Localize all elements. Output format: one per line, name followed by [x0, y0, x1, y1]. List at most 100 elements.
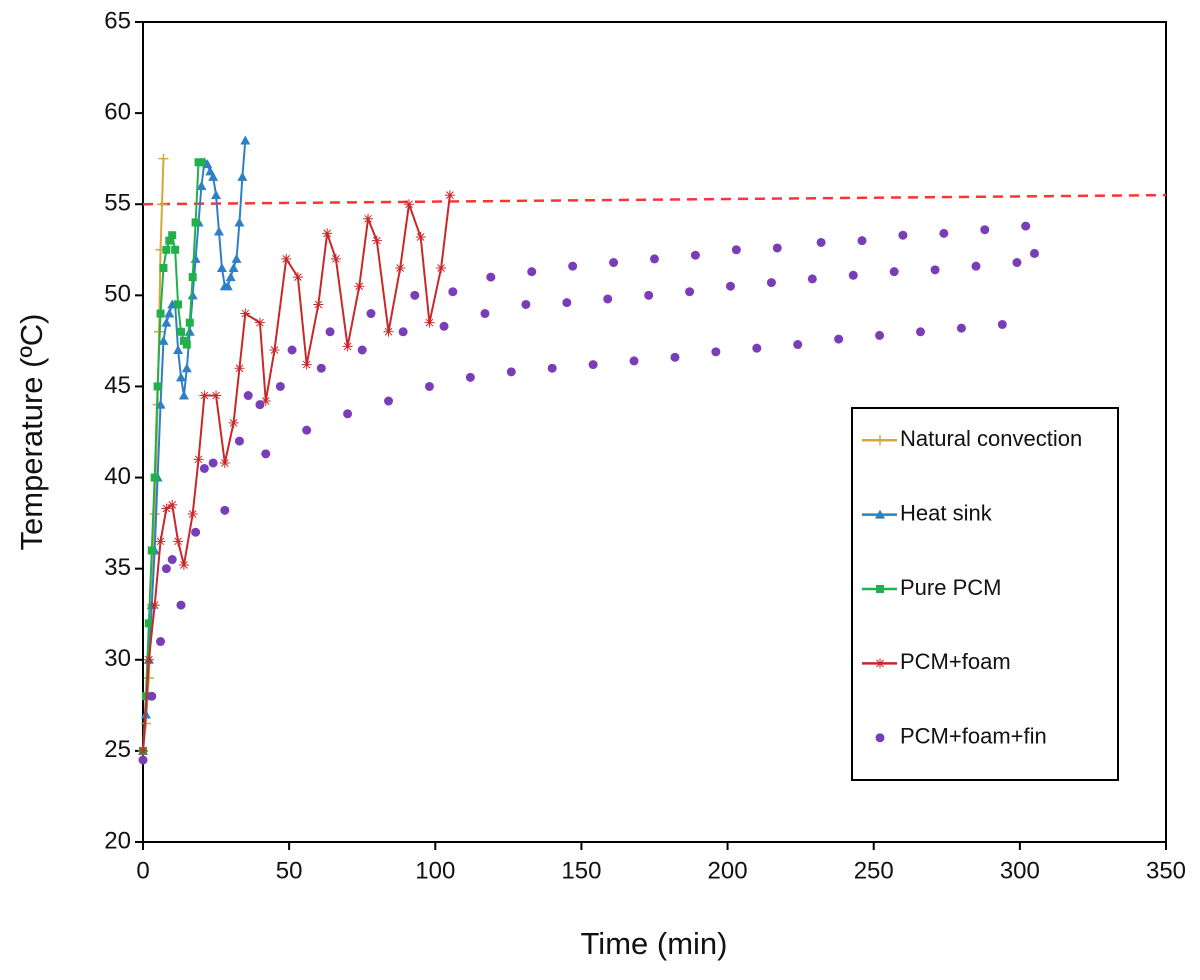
point: [187, 509, 198, 519]
point: [506, 367, 516, 377]
point: [219, 457, 230, 468]
y-tick-label: 20: [104, 827, 131, 854]
point: [322, 228, 333, 239]
point: [191, 218, 200, 227]
point: [181, 363, 192, 373]
point: [354, 281, 365, 292]
point: [465, 372, 475, 382]
point: [383, 326, 394, 337]
point: [213, 226, 224, 236]
point: [731, 245, 741, 255]
point: [588, 360, 598, 370]
point: [234, 363, 245, 374]
point: [313, 299, 324, 310]
legend-marker: [875, 435, 885, 446]
point: [161, 503, 172, 514]
y-tick-label: 25: [104, 736, 131, 763]
point: [254, 317, 265, 328]
point: [144, 619, 153, 628]
point: [156, 309, 165, 318]
point: [670, 352, 680, 362]
y-tick-label: 55: [104, 190, 131, 217]
point: [395, 263, 406, 273]
point: [439, 321, 449, 331]
point: [342, 341, 353, 352]
point: [255, 400, 265, 410]
point: [208, 458, 218, 468]
point: [1012, 258, 1022, 268]
point: [161, 564, 171, 574]
series: [139, 158, 206, 755]
point: [848, 270, 858, 280]
y-tick-label: 30: [104, 645, 131, 672]
point: [143, 654, 154, 665]
point: [816, 237, 826, 247]
point: [208, 171, 219, 181]
point: [228, 263, 239, 272]
point: [190, 253, 201, 263]
point: [424, 317, 435, 328]
x-tick-label: 50: [276, 857, 303, 884]
point: [173, 345, 184, 354]
legend-marker: [875, 509, 885, 519]
x-tick-label: 350: [1146, 857, 1186, 884]
point: [725, 281, 735, 291]
y-tick-label: 40: [104, 463, 131, 490]
plot-area: [142, 21, 1167, 843]
point: [366, 309, 376, 319]
point: [444, 190, 455, 201]
point: [898, 230, 908, 240]
reference-line: [142, 193, 1167, 206]
point: [147, 691, 157, 701]
y-tick-label: 35: [104, 554, 131, 581]
point: [547, 363, 557, 373]
point: [772, 243, 782, 253]
x-tick-label: 0: [136, 857, 149, 884]
point: [234, 217, 245, 227]
series-line: [142, 194, 451, 751]
point: [301, 359, 312, 370]
point: [275, 381, 285, 391]
point: [155, 399, 166, 409]
point: [174, 300, 183, 309]
point: [240, 135, 251, 145]
point: [939, 228, 949, 238]
legend-label: Natural convection: [900, 426, 1082, 451]
x-tick-label: 250: [854, 857, 894, 884]
point: [199, 390, 210, 401]
point: [260, 396, 271, 407]
point: [325, 327, 335, 337]
point: [193, 454, 204, 465]
legend-marker: [876, 585, 884, 593]
point: [188, 273, 197, 282]
point: [403, 199, 414, 210]
legend-label: PCM+foam+fin: [900, 724, 1047, 749]
point: [480, 309, 490, 319]
point: [711, 347, 721, 357]
point: [915, 327, 925, 337]
point: [766, 278, 776, 288]
point: [521, 299, 531, 309]
legend-box: [851, 407, 1119, 781]
point: [220, 505, 230, 515]
y-axis-title: Temperature (ºC): [14, 314, 49, 551]
point: [287, 345, 297, 355]
legend: Natural convection Heat sink Pure PCM PCM+f…: [851, 407, 1119, 781]
point: [644, 290, 654, 300]
point: [222, 281, 233, 291]
point: [1029, 248, 1039, 258]
point: [165, 236, 174, 245]
point: [609, 258, 619, 268]
x-tick-label: 300: [1000, 857, 1040, 884]
point: [875, 330, 885, 340]
x-tick-label: 200: [708, 857, 748, 884]
point: [685, 287, 695, 297]
point: [175, 372, 186, 382]
point: [161, 317, 172, 327]
x-tick-label: 150: [561, 857, 601, 884]
point: [261, 449, 271, 459]
legend-label: PCM+foam: [900, 649, 1011, 674]
point: [149, 600, 160, 611]
point: [410, 290, 420, 300]
point: [980, 225, 990, 235]
